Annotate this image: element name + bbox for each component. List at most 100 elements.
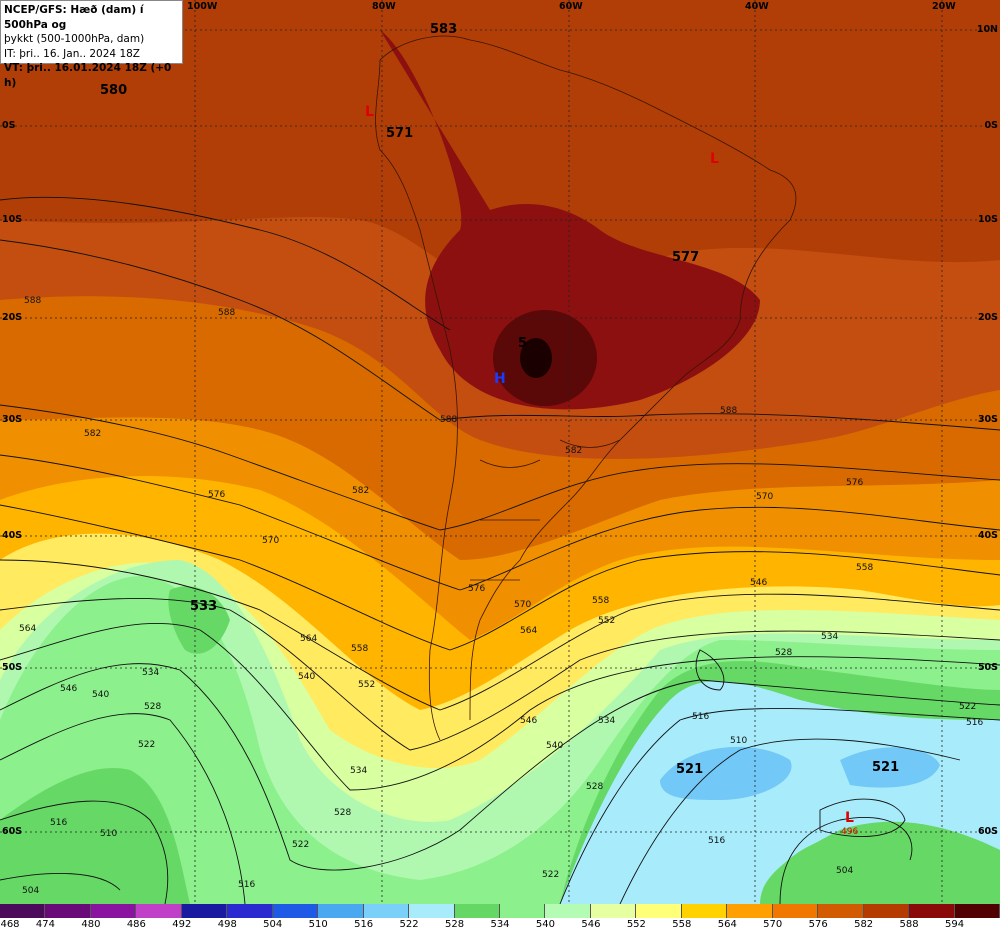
lat-label-right-10s: 10S xyxy=(977,214,998,225)
height-value: 580 xyxy=(100,83,128,98)
legend-swatch xyxy=(454,904,500,918)
contour-label: 588 xyxy=(218,308,236,318)
legend-swatch xyxy=(499,904,546,918)
legend-swatch xyxy=(909,904,955,918)
legend-tick-label: 468 xyxy=(0,919,20,930)
low-pressure-value: 496 xyxy=(841,827,859,837)
contour-label: 528 xyxy=(586,782,604,792)
legend-tick-label: 534 xyxy=(490,919,510,930)
legend-swatch xyxy=(954,904,1000,918)
contour-label: 534 xyxy=(350,766,368,776)
legend-swatch xyxy=(136,904,182,918)
legend-swatch xyxy=(818,904,864,918)
legend-tick-label: 504 xyxy=(263,919,283,930)
contour-label: 522 xyxy=(138,740,156,750)
band-516-b xyxy=(840,747,940,788)
contour-label: 516 xyxy=(692,712,710,722)
lat-label-right-40s: 40S xyxy=(977,530,998,541)
legend-swatch xyxy=(681,904,728,918)
contour-label: 582 xyxy=(84,429,102,439)
contour-label: 564 xyxy=(520,626,538,636)
low-pressure-marker: L xyxy=(845,810,854,826)
low-pressure-marker: L xyxy=(365,104,374,120)
lat-label-right-50s: 50S xyxy=(977,662,998,673)
legend-tick-label: 510 xyxy=(308,919,328,930)
contour-label: 522 xyxy=(542,870,560,880)
legend-swatch xyxy=(727,904,773,918)
lat-label-left-60s: 60S xyxy=(2,826,23,837)
legend-tick-label: 516 xyxy=(354,919,374,930)
contour-label: 558 xyxy=(351,644,369,654)
contour-label: 552 xyxy=(358,680,376,690)
contour-label: 534 xyxy=(142,668,160,678)
legend-swatch xyxy=(45,904,91,918)
height-value: 5 xyxy=(518,336,528,351)
contour-label: 588 xyxy=(720,406,738,416)
band-516-a xyxy=(660,746,792,800)
low-pressure-marker: L xyxy=(710,151,719,167)
thickness-map xyxy=(0,0,1000,904)
map-info-box: NCEP/GFS: Hæð (dam) í 500hPa og þykkt (5… xyxy=(0,0,183,89)
legend-tick-label: 594 xyxy=(944,919,965,930)
band-528-sw xyxy=(0,768,190,904)
legend-tick-label: 474 xyxy=(35,919,55,930)
height-value: 571 xyxy=(386,126,414,141)
legend-tick-label: 576 xyxy=(808,919,828,930)
contour-label: 546 xyxy=(520,716,538,726)
legend-tick-label: 558 xyxy=(672,919,692,930)
contour-label: 540 xyxy=(92,690,110,700)
legend-swatch xyxy=(772,904,819,918)
contour-label: 576 xyxy=(846,478,864,488)
lon-label-80w: 80W xyxy=(372,1,396,12)
contour-label: 570 xyxy=(262,536,280,546)
height-value: 521 xyxy=(676,762,704,777)
contour-label: 570 xyxy=(756,492,774,502)
band-528-se xyxy=(760,830,1000,904)
contour-label: 510 xyxy=(730,736,748,746)
legend-color-bar xyxy=(0,904,1000,918)
lat-label-left-40s: 40S xyxy=(2,530,23,541)
legend-swatch xyxy=(863,904,910,918)
legend-swatch xyxy=(318,904,364,918)
lon-label-20w: 20W xyxy=(932,1,956,12)
contour-label: 588 xyxy=(24,296,42,306)
graticule xyxy=(0,0,1000,904)
lat-label-right-10n: 10N xyxy=(976,24,998,35)
legend-tick-label: 522 xyxy=(399,919,419,930)
legend-swatch xyxy=(409,904,455,918)
info-title: NCEP/GFS: Hæð (dam) í 500hPa og xyxy=(4,4,144,31)
info-subtitle: þykkt (500-1000hPa, dam) xyxy=(4,33,145,45)
lon-label-40w: 40W xyxy=(745,1,769,12)
contour-label: 522 xyxy=(292,840,310,850)
lat-label-left-0s: 0S xyxy=(2,120,16,131)
lat-label-left-10s: 10S xyxy=(2,214,23,225)
contour-label: 546 xyxy=(60,684,78,694)
legend-tick-label: 570 xyxy=(763,919,783,930)
legend-swatch xyxy=(590,904,637,918)
band-522 xyxy=(560,681,1000,904)
height-contours xyxy=(0,196,1000,904)
contour-label: 522 xyxy=(959,702,977,712)
lat-label-right-20s: 20S xyxy=(977,312,998,323)
contour-label: 552 xyxy=(598,616,616,626)
legend-swatch xyxy=(181,904,228,918)
band-582 xyxy=(0,0,1000,300)
height-value: 521 xyxy=(872,760,900,775)
contour-label: 558 xyxy=(592,596,610,606)
contour-label: 576 xyxy=(208,490,226,500)
legend-tick-label: 480 xyxy=(81,919,101,930)
legend-tick-label: 588 xyxy=(899,919,919,930)
lat-label-right-30s: 30S xyxy=(977,414,998,425)
high-pressure-marker: H xyxy=(494,371,506,387)
legend-swatch xyxy=(363,904,410,918)
legend-tick-label: 498 xyxy=(217,919,237,930)
color-legend: 468 474 480 486 492 498 504 510 516 522 528 534 540 5… xyxy=(0,904,1000,934)
contour-label: 558 xyxy=(856,563,874,573)
contour-label: 570 xyxy=(514,600,532,610)
legend-swatch xyxy=(0,904,46,918)
contour-label: 516 xyxy=(238,880,256,890)
contour-label: 564 xyxy=(19,624,37,634)
contour-label: 540 xyxy=(546,741,564,751)
map-area: 100W 80W 60W 40W 20W 10N 0S 10S 20S 30S … xyxy=(0,0,1000,904)
band-528-center xyxy=(168,586,230,654)
